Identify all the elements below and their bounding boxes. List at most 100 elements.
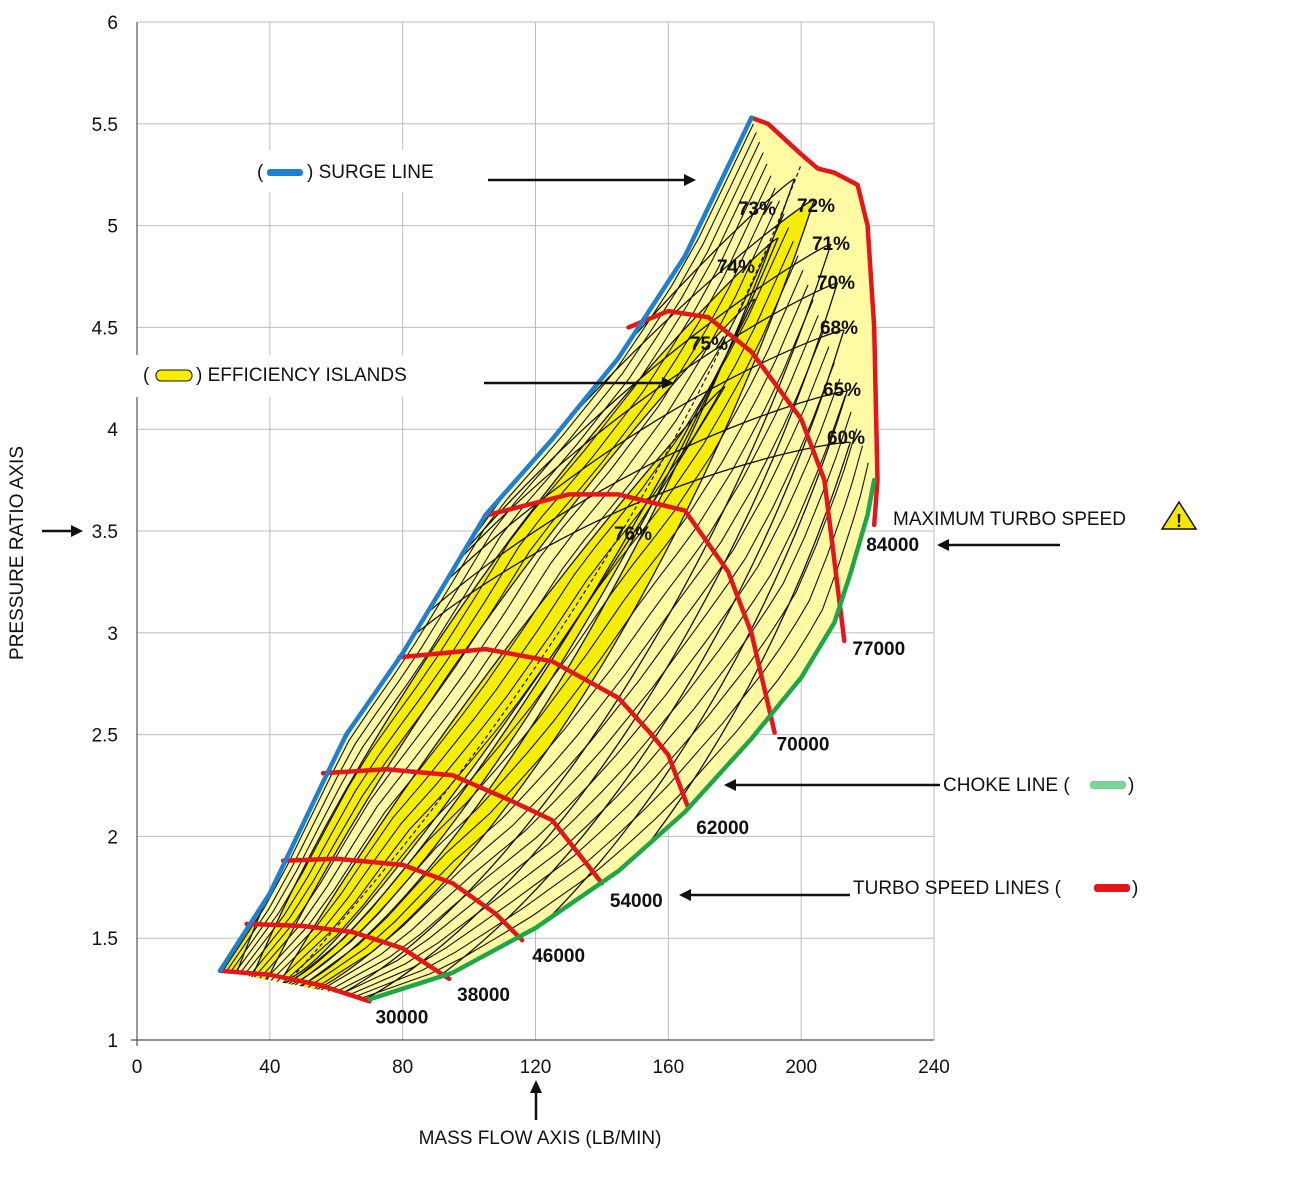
surge-swatch <box>267 169 303 176</box>
speed-lines <box>217 115 880 1004</box>
y-tick-label: 2.5 <box>92 726 118 747</box>
efficiency-contour <box>281 386 726 980</box>
flow-contour-line <box>225 132 757 973</box>
x-tick-label: 0 <box>132 1057 143 1078</box>
speed-label-70000: 70000 <box>777 735 830 756</box>
flow-contour-line <box>282 269 804 984</box>
speed-close-paren: ) <box>1132 878 1138 899</box>
flow-contour-line <box>327 378 841 992</box>
speed-swatch <box>1094 884 1130 892</box>
choke-swatch <box>1090 781 1126 789</box>
efficiency-label: 68% <box>820 318 858 339</box>
flow-contour-line <box>314 346 830 990</box>
flow-contour-line <box>320 362 835 991</box>
x-tick-label: 80 <box>392 1057 413 1078</box>
flow-contour-line <box>354 445 864 998</box>
annotation-choke: CHOKE LINE ( ) <box>724 775 1134 796</box>
surge-label: ) SURGE LINE <box>307 162 434 183</box>
axis-ticks: 0 40 80 120 160 200 240 1 1.5 2 2.5 3 3.5 4 4.5 5 5.5 6 <box>92 13 950 1078</box>
speed-label-77000: 77000 <box>852 639 905 660</box>
flow-contour-line <box>233 152 764 974</box>
efficiency-centerline <box>295 164 802 974</box>
flow-contour-line <box>270 241 794 981</box>
x-tick-label: 120 <box>520 1057 552 1078</box>
flow-contour-line <box>301 314 819 987</box>
flow-contour-line <box>362 462 869 999</box>
speed-label-46000: 46000 <box>532 946 585 967</box>
flow-contour-line <box>347 428 858 996</box>
speed-label: TURBO SPEED LINES ( <box>853 878 1062 899</box>
speed-line-84000 <box>749 115 880 528</box>
efficiency-label: ) EFFICIENCY ISLANDS <box>196 365 407 386</box>
y-axis-title-group: PRESSURE RATIO AXIS <box>7 446 83 660</box>
y-tick-label: 2 <box>107 827 118 848</box>
flow-contour-line <box>259 213 785 979</box>
efficiency-label: 65% <box>823 380 861 401</box>
y-axis-title: PRESSURE RATIO AXIS <box>7 446 28 660</box>
annotation-speed: TURBO SPEED LINES ( ) <box>679 878 1138 901</box>
efficiency-open-paren: ( <box>143 365 150 386</box>
max-speed-arrow-head <box>937 539 949 551</box>
y-tick-label: 6 <box>107 13 118 34</box>
flow-contour-line <box>253 200 780 978</box>
y-tick-label: 4 <box>107 420 118 441</box>
surge-open-paren: ( <box>257 162 264 183</box>
speed-label-30000: 30000 <box>375 1007 428 1028</box>
choke-line <box>367 477 877 1002</box>
efficiency-contour <box>246 237 779 993</box>
speed-label-62000: 62000 <box>696 818 749 839</box>
x-axis-title: MASS FLOW AXIS (LB/MIN) <box>419 1128 662 1149</box>
y-tick-label: 5.5 <box>92 115 118 136</box>
speed-line-54000 <box>320 766 605 886</box>
annotation-surge: ( ) SURGE LINE <box>250 150 696 192</box>
annotation-efficiency: ( ) EFFICIENCY ISLANDS <box>136 355 674 397</box>
efficiency-label: 60% <box>827 428 865 449</box>
speed-arrow-head <box>679 889 691 901</box>
efficiency-contour <box>264 298 756 986</box>
flow-contour-line <box>243 175 772 976</box>
efficiency-arrow-head <box>662 377 674 389</box>
efficiency-island <box>282 386 725 979</box>
speed-line-30000 <box>217 968 372 1004</box>
efficiency-label: 74% <box>717 257 755 278</box>
x-tick-label: 240 <box>918 1057 950 1078</box>
flow-contour-line <box>229 141 761 974</box>
efficiency-swatch <box>155 369 193 382</box>
y-tick-label: 1 <box>107 1031 118 1052</box>
y-tick-label: 3 <box>107 624 118 645</box>
y-tick-label: 3.5 <box>92 522 118 543</box>
y-tick-label: 4.5 <box>92 318 118 339</box>
warning-icon <box>1160 500 1198 530</box>
efficiency-labels: 76% 75% 74% 73% 72% 71% 70% 68% 65% 60% <box>614 196 865 545</box>
max-speed-label: MAXIMUM TURBO SPEED <box>893 509 1126 530</box>
flow-contour-line <box>222 123 754 972</box>
warning-glyph: ! <box>1176 511 1182 531</box>
flow-contour-line <box>238 163 768 975</box>
speed-label-54000: 54000 <box>610 891 663 912</box>
surge-arrow-head <box>684 174 696 186</box>
y-tick-label: 1.5 <box>92 929 118 950</box>
y-axis-arrow-head <box>71 525 83 537</box>
choke-label: CHOKE LINE ( <box>943 775 1070 796</box>
choke-arrow-head <box>724 779 736 791</box>
speed-line-62000 <box>397 646 691 811</box>
efficiency-label: 76% <box>614 524 652 545</box>
efficiency-label: 73% <box>738 199 776 220</box>
efficiency-label: 70% <box>817 273 855 294</box>
x-axis-arrow-head <box>530 1080 542 1093</box>
x-axis-title-group: MASS FLOW AXIS (LB/MIN) <box>419 1080 662 1149</box>
efficiency-label: 71% <box>812 234 850 255</box>
y-tick-label: 5 <box>107 217 118 238</box>
x-tick-label: 200 <box>785 1057 817 1078</box>
flow-contour-line <box>334 395 846 994</box>
speed-label-84000: 84000 <box>866 535 919 556</box>
x-tick-label: 40 <box>259 1057 280 1078</box>
choke-close-paren: ) <box>1128 775 1134 796</box>
surge-line <box>217 115 754 974</box>
speed-label-38000: 38000 <box>457 985 510 1006</box>
flow-contour-line <box>341 411 852 995</box>
speed-labels: 30000 38000 46000 54000 62000 70000 77000 84000 <box>375 535 919 1028</box>
speed-line-77000 <box>626 308 847 644</box>
speed-line-70000 <box>486 492 777 735</box>
